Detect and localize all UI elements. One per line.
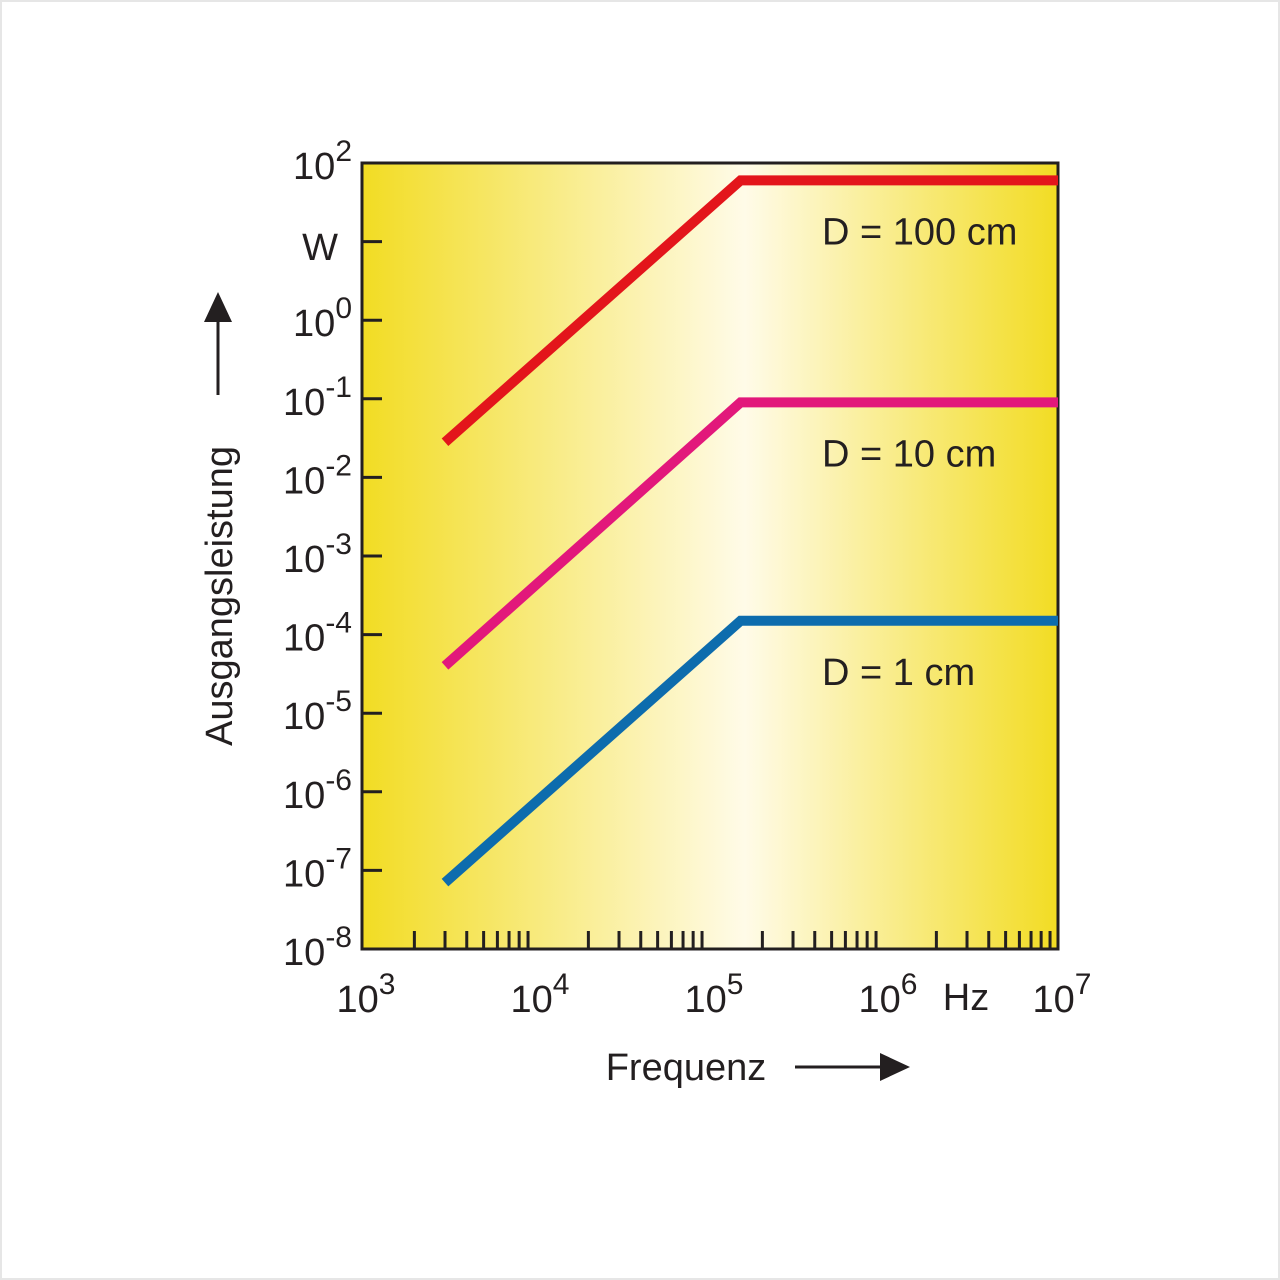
x-tick-label: 106 (859, 968, 918, 1021)
series-label-2: D = 1 cm (822, 652, 975, 694)
x-tick-label-base: 10 (511, 979, 553, 1021)
y-tick-label-base: 10 (283, 696, 325, 738)
x-unit-label: Hz (943, 977, 989, 1019)
x-tick-label-base: 10 (337, 979, 379, 1021)
y-tick-label-exp: -6 (325, 764, 352, 797)
y-unit-label: W (302, 227, 338, 269)
series-label-0: D = 100 cm (822, 211, 1017, 253)
x-axis-arrow (795, 1053, 910, 1081)
y-tick-label-base: 10 (283, 932, 325, 974)
y-axis-label: Ausgangsleistung (199, 446, 241, 746)
x-tick-label: 103 (337, 968, 396, 1021)
y-tick-label: 100 (293, 292, 352, 345)
series-labels: D = 100 cm D = 10 cm D = 1 cm (822, 211, 1017, 693)
y-tick-label-base: 10 (293, 146, 335, 188)
y-tick-label-base: 10 (283, 618, 325, 660)
y-tick-label-base: 10 (283, 382, 325, 424)
y-tick-label: 10-4 (283, 607, 352, 660)
plot-area (360, 161, 1060, 951)
y-tick-label: 10-7 (283, 842, 352, 895)
y-tick-label-base: 10 (283, 853, 325, 895)
series-line-1 (441, 397, 1058, 670)
y-tick-label-exp: -3 (325, 528, 352, 561)
y-tick-label: 10-1 (283, 371, 352, 424)
x-tick-label-exp: 6 (901, 968, 918, 1001)
y-tick-label: 10-5 (283, 685, 352, 738)
x-tick-label-exp: 4 (553, 968, 570, 1001)
y-tick-label-exp: -2 (325, 449, 352, 482)
x-tick-label-exp: 3 (379, 968, 396, 1001)
series-lines (441, 175, 1058, 887)
y-tick-label-exp: -8 (325, 921, 352, 954)
x-tick-label-base: 10 (1033, 979, 1075, 1021)
y-ticks (362, 240, 382, 872)
x-tick-labels: 103 104 105 106 107 (337, 968, 1092, 1021)
y-tick-label-base: 10 (283, 460, 325, 502)
y-tick-label: 102 (293, 135, 352, 188)
y-tick-label: 10-3 (283, 528, 352, 581)
y-tick-label: 10-2 (283, 449, 352, 502)
y-tick-label: 10-8 (283, 921, 352, 974)
x-tick-label: 104 (511, 968, 570, 1021)
series-label-1: D = 10 cm (822, 433, 996, 475)
x-tick-label-exp: 7 (1075, 968, 1092, 1001)
minor-ticks (412, 931, 1052, 949)
series-line-0 (441, 175, 1058, 447)
x-tick-label-base: 10 (859, 979, 901, 1021)
x-axis-label: Frequenz (606, 1047, 767, 1089)
y-tick-label-exp: 0 (335, 292, 352, 325)
x-tick-label-base: 10 (685, 979, 727, 1021)
y-tick-label-base: 10 (283, 775, 325, 817)
y-tick-label: 10-6 (283, 764, 352, 817)
y-tick-label-exp: -7 (325, 842, 352, 875)
y-tick-label-base: 10 (283, 539, 325, 581)
x-tick-label: 105 (685, 968, 744, 1021)
y-axis-arrow (204, 292, 232, 395)
y-tick-label-base: 10 (293, 303, 335, 345)
x-tick-label-exp: 5 (727, 968, 744, 1001)
y-tick-label-exp: 2 (335, 135, 352, 168)
series-line-2 (441, 615, 1058, 887)
x-tick-label: 107 (1033, 968, 1092, 1021)
y-tick-label-exp: -1 (325, 371, 352, 404)
y-tick-label-exp: -5 (325, 685, 352, 718)
y-tick-label-exp: -4 (325, 607, 352, 640)
